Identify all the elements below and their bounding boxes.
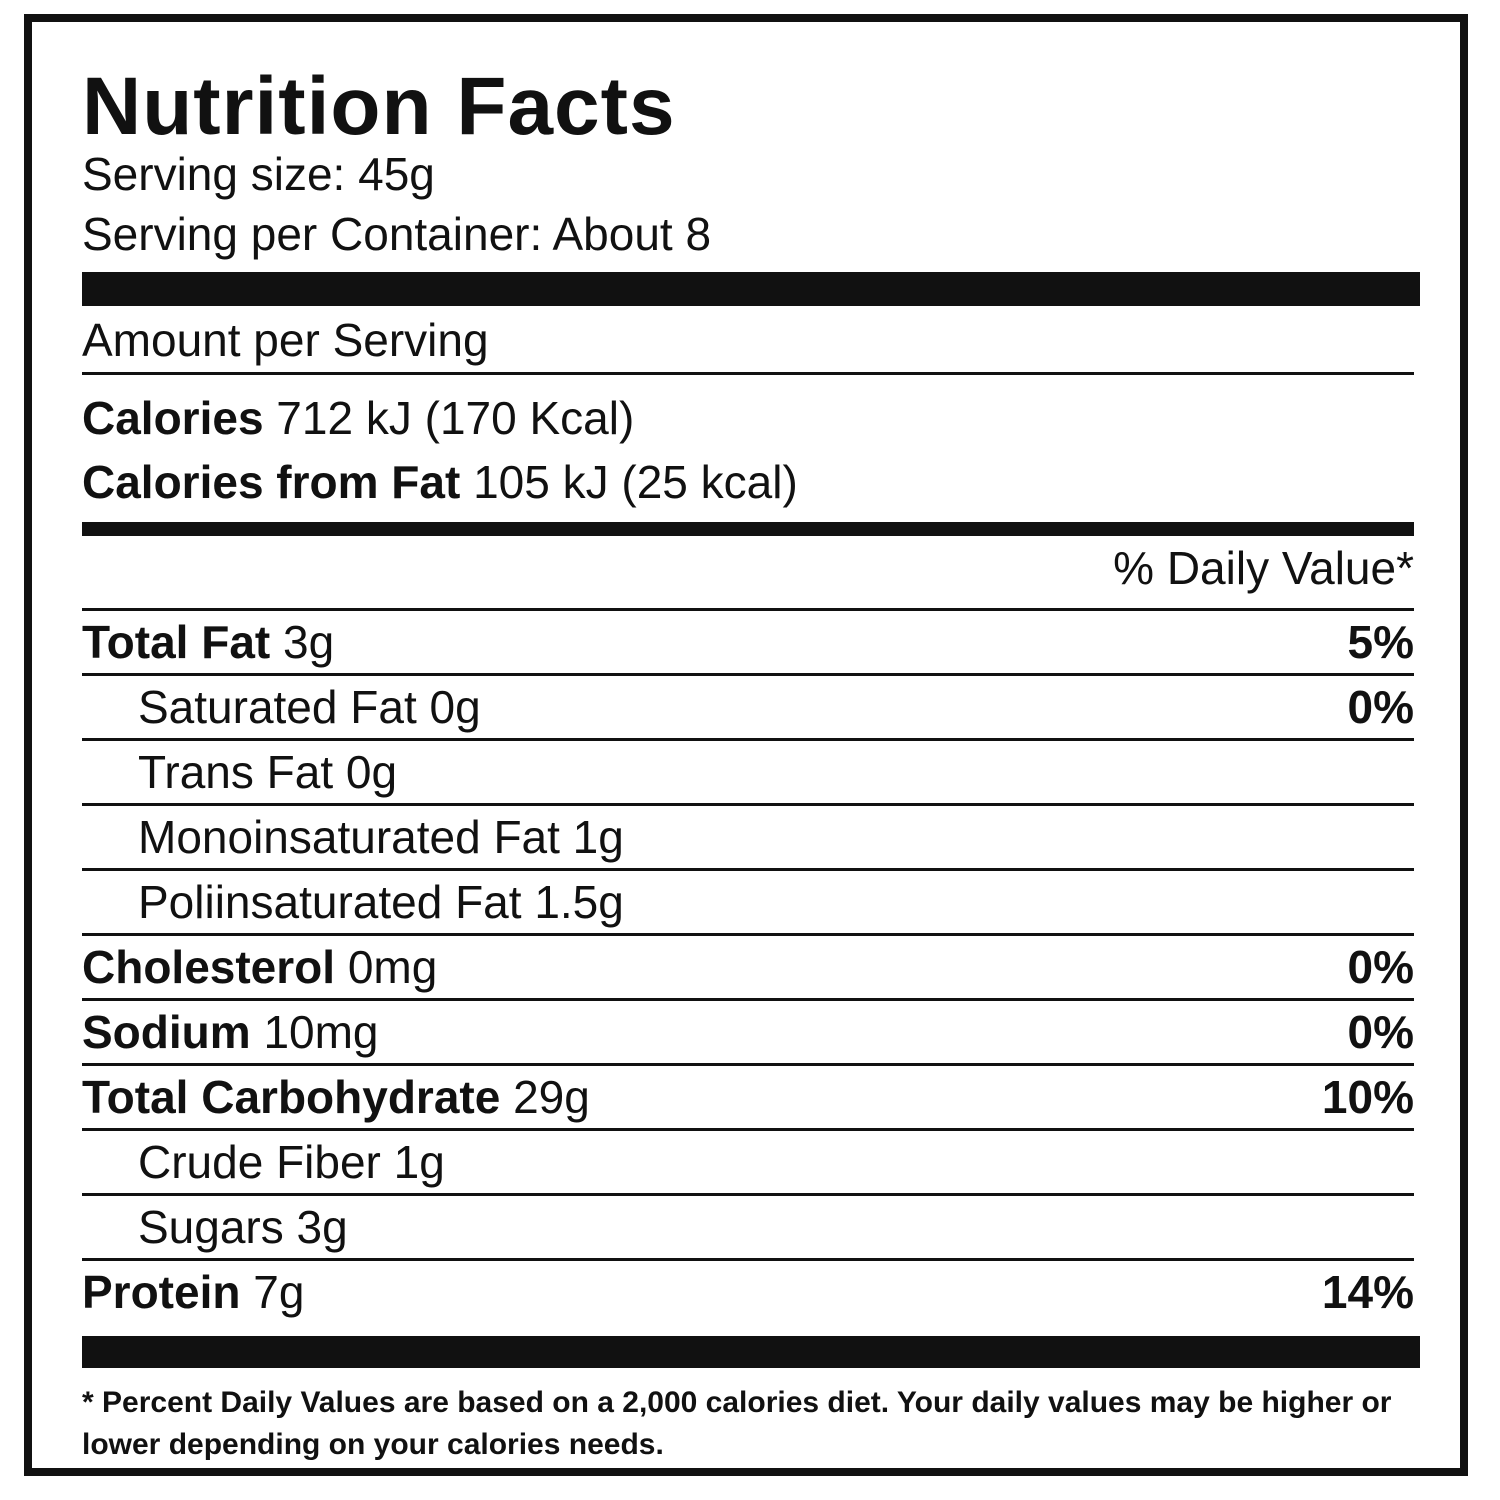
nutrient-daily-value: 0%	[1347, 681, 1414, 733]
nutrient-row-monoinsaturated-fat: Monoinsaturated Fat 1g	[82, 803, 1414, 868]
nutrient-name: Cholesterol	[82, 941, 336, 993]
nutrient-row-total-fat: Total Fat 3g 5%	[82, 608, 1414, 673]
nutrient-row-saturated-fat: Saturated Fat 0g 0%	[82, 673, 1414, 738]
nutrient-name: Saturated Fat 0g	[138, 681, 481, 733]
divider-calories	[82, 372, 1414, 375]
nutrient-name: Monoinsaturated Fat 1g	[138, 811, 624, 863]
nutrient-name: Sugars 3g	[138, 1201, 348, 1253]
nutrient-row-sodium: Sodium 10mg 0%	[82, 998, 1414, 1063]
calories-label: Calories	[82, 392, 264, 444]
nutrient-daily-value: 5%	[1347, 616, 1414, 668]
nutrient-name: Total Fat	[82, 616, 271, 668]
nutrient-row-trans-fat: Trans Fat 0g	[82, 738, 1414, 803]
nutrient-row-crude-fiber: Crude Fiber 1g	[82, 1128, 1414, 1193]
nutrition-label: Nutrition Facts Serving size: 45g Servin…	[24, 14, 1468, 1476]
nutrient-list: Total Fat 3g 5% Saturated Fat 0g 0% Tran…	[82, 608, 1414, 1323]
amount-per-serving: Amount per Serving	[82, 314, 489, 366]
nutrient-daily-value: 14%	[1321, 1266, 1414, 1318]
daily-value-footnote: * Percent Daily Values are based on a 2,…	[82, 1386, 1392, 1461]
nutrient-amount: 0mg	[335, 941, 438, 993]
nutrient-name: Protein	[82, 1266, 241, 1318]
nutrient-daily-value: 0%	[1347, 941, 1414, 993]
nutrient-amount: 3g	[270, 616, 335, 668]
thick-divider-bottom	[82, 1336, 1420, 1368]
nutrient-row-total-carbohydrate: Total Carbohydrate 29g 10%	[82, 1063, 1414, 1128]
nutrient-name: Poliinsaturated Fat 1.5g	[138, 876, 624, 928]
calories-from-fat-row: Calories from Fat 105 kJ (25 kcal)	[82, 454, 798, 510]
calories-row: Calories 712 kJ (170 Kcal)	[82, 390, 634, 446]
calories-from-fat-label: Calories from Fat	[82, 456, 461, 508]
nutrient-name: Total Carbohydrate	[82, 1071, 501, 1123]
nutrient-row-sugars: Sugars 3g	[82, 1193, 1414, 1258]
nutrient-row-cholesterol: Cholesterol 0mg 0%	[82, 933, 1414, 998]
nutrient-daily-value: 0%	[1347, 1006, 1414, 1058]
nutrient-row-poliinsaturated-fat: Poliinsaturated Fat 1.5g	[82, 868, 1414, 933]
medium-divider	[82, 522, 1414, 536]
nutrient-name: Crude Fiber 1g	[138, 1136, 445, 1188]
calories-value: 712 kJ (170 Kcal)	[263, 392, 635, 444]
thick-divider-top	[82, 272, 1420, 306]
nutrient-amount: 29g	[500, 1071, 590, 1123]
nutrition-label-content: Nutrition Facts Serving size: 45g Servin…	[82, 61, 1420, 1461]
nutrient-daily-value: 10%	[1321, 1071, 1414, 1123]
servings-per-container: Serving per Container: About 8	[82, 208, 712, 260]
nutrient-amount: 7g	[240, 1266, 305, 1318]
daily-value-header: % Daily Value*	[1113, 542, 1414, 594]
label-title: Nutrition Facts	[82, 61, 676, 152]
calories-from-fat-value: 105 kJ (25 kcal)	[460, 456, 798, 508]
nutrient-name: Sodium	[82, 1006, 251, 1058]
nutrient-row-protein: Protein 7g 14%	[82, 1258, 1414, 1323]
serving-size: Serving size: 45g	[82, 148, 435, 200]
nutrient-name: Trans Fat 0g	[138, 746, 398, 798]
nutrient-amount: 10mg	[250, 1006, 379, 1058]
